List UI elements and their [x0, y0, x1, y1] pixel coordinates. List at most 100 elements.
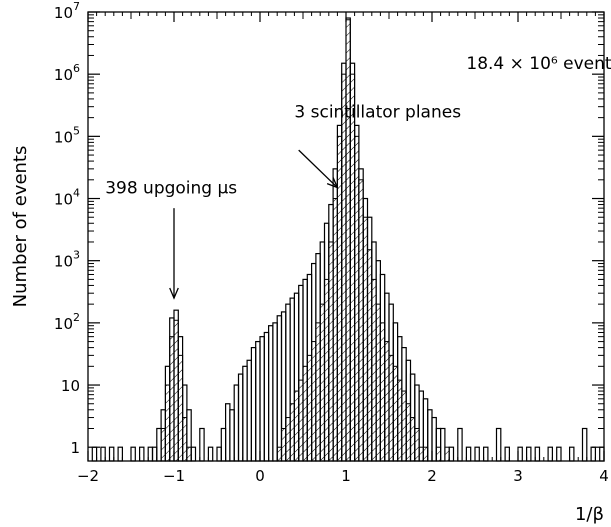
- outline-bar: [504, 446, 511, 462]
- hatched-bar: [349, 73, 356, 462]
- outline-bar: [156, 427, 162, 462]
- outline-bar: [495, 427, 502, 462]
- hatched-bar: [354, 135, 360, 462]
- hatched-bar: [379, 322, 386, 462]
- hatched-bar: [435, 446, 442, 462]
- y-axis-title: Number of events: [10, 146, 31, 308]
- outline-bar: [276, 315, 283, 462]
- outline-bar: [427, 409, 433, 462]
- hatched-bar: [293, 390, 300, 462]
- annotation-label: 398 upgoing μs: [105, 179, 237, 199]
- hatched-bar: [388, 354, 394, 462]
- hatched-bar: [306, 354, 313, 462]
- hatched-bar: [164, 384, 171, 462]
- outline-bar: [547, 446, 553, 462]
- outline-bar: [207, 446, 214, 462]
- hatched-bar: [444, 446, 450, 462]
- outline-bar: [216, 446, 222, 462]
- hatched-bar: [311, 341, 317, 462]
- outline-bar: [581, 427, 588, 462]
- hatched-bar: [384, 341, 390, 462]
- annotation-label: 3 scintillator planes: [294, 103, 461, 123]
- outline-bar: [139, 446, 145, 462]
- outline-bar: [242, 365, 248, 462]
- hatched-bar: [341, 73, 347, 462]
- outline-bar: [151, 446, 158, 462]
- outline-bar: [268, 325, 274, 462]
- outline-bar: [229, 409, 235, 462]
- hatched-bar: [345, 19, 351, 462]
- hatched-bar: [285, 417, 291, 462]
- hatched-bar: [298, 379, 304, 462]
- x-tick-label: 4: [599, 467, 609, 485]
- hatched-bar: [319, 303, 326, 462]
- hatched-bar: [375, 303, 381, 462]
- outline-bar: [91, 446, 98, 462]
- hatched-bar: [276, 446, 283, 462]
- outline-bar: [233, 384, 240, 462]
- hatched-bar: [315, 322, 321, 462]
- hatched-bar: [182, 417, 188, 462]
- hatched-bar: [392, 365, 399, 462]
- hatched-bar: [367, 249, 373, 462]
- hatched-bar: [371, 278, 377, 462]
- outline-bar: [517, 446, 523, 462]
- outline-bar: [465, 446, 472, 462]
- hatched-bar: [177, 354, 184, 462]
- hatched-bar: [302, 365, 308, 462]
- hatched-bar: [422, 446, 429, 462]
- x-tick-label: 3: [513, 467, 523, 485]
- hatched-bar: [169, 336, 175, 462]
- y-tick-label: 103: [54, 249, 80, 271]
- outline-bar: [220, 427, 227, 462]
- outline-bar: [556, 446, 562, 462]
- outline-bar: [130, 446, 136, 462]
- outline-bar: [272, 322, 278, 462]
- hatched-bar: [414, 427, 420, 462]
- x-tick-label: −1: [163, 467, 185, 485]
- y-tick-label: 106: [54, 62, 80, 84]
- outline-bar: [534, 446, 541, 462]
- outline-bar: [568, 446, 575, 462]
- x-axis-ticks: −2 −1 0 1 2 3 4: [77, 12, 609, 485]
- outline-bar: [117, 446, 123, 462]
- outline-bar: [448, 446, 455, 462]
- outline-bar: [590, 446, 596, 462]
- annotation-arrowhead: [326, 177, 339, 189]
- outline-bar: [259, 336, 265, 462]
- outline-bar: [483, 446, 489, 462]
- outline-bar: [525, 446, 532, 462]
- outline-bar: [108, 446, 115, 462]
- hatched-bar: [418, 446, 424, 462]
- hatched-bar: [405, 403, 412, 462]
- hatched-bar: [362, 216, 369, 462]
- outline-bar: [237, 373, 244, 462]
- outline-bar: [100, 446, 106, 462]
- outline-bar: [440, 427, 446, 462]
- hatched-bar: [281, 427, 287, 462]
- outline-bar: [474, 446, 480, 462]
- outline-bar: [225, 403, 231, 462]
- y-tick-label: 1: [70, 439, 80, 457]
- y-tick-label: 104: [54, 187, 80, 209]
- x-tick-label: 1: [341, 467, 351, 485]
- hatched-bar: [401, 390, 407, 462]
- annotation-arrowhead: [169, 287, 179, 300]
- hatched-bar: [336, 135, 343, 462]
- annotations: 18.4 × 10⁶ events 3 scintillator planes 39…: [105, 54, 611, 300]
- outline-bar: [255, 340, 261, 462]
- hatched-bar: [410, 417, 416, 462]
- x-tick-label: −2: [77, 467, 99, 485]
- y-tick-label: 105: [54, 124, 80, 146]
- y-axis-ticks: 1 10 102 103 104 105 106 107: [54, 0, 604, 457]
- hatched-bar: [328, 241, 334, 462]
- outline-bar: [457, 427, 463, 462]
- outline-bar: [147, 446, 154, 462]
- outline-bar: [246, 359, 253, 462]
- hatched-bar: [358, 179, 364, 462]
- y-tick-label: 10: [61, 377, 80, 395]
- outline-bar: [190, 446, 197, 462]
- outline-bar: [431, 416, 437, 462]
- x-axis-title: 1/β: [575, 504, 604, 525]
